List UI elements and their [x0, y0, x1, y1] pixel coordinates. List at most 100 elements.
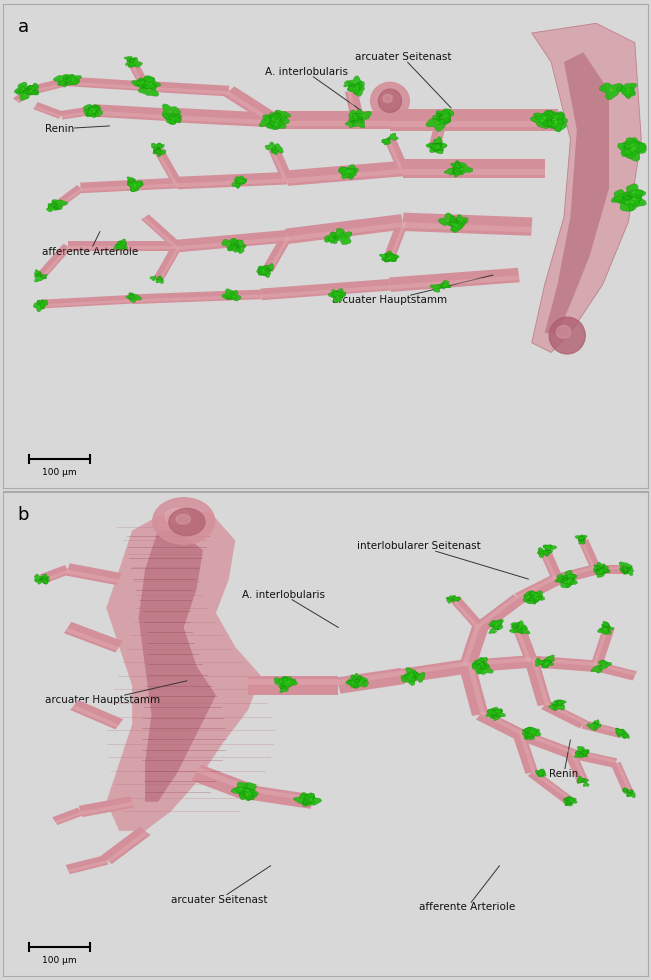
Polygon shape — [600, 661, 608, 665]
Polygon shape — [575, 746, 589, 755]
Polygon shape — [492, 714, 501, 721]
Polygon shape — [63, 76, 72, 84]
Ellipse shape — [176, 514, 191, 524]
Polygon shape — [163, 113, 180, 124]
Polygon shape — [225, 91, 273, 123]
Polygon shape — [516, 576, 557, 598]
Polygon shape — [624, 567, 633, 575]
Polygon shape — [472, 662, 486, 674]
Polygon shape — [529, 591, 542, 603]
Polygon shape — [619, 732, 621, 733]
Polygon shape — [525, 733, 535, 740]
Polygon shape — [280, 681, 282, 683]
Polygon shape — [331, 228, 346, 238]
Polygon shape — [523, 630, 525, 631]
Polygon shape — [72, 706, 119, 727]
Polygon shape — [525, 727, 541, 738]
Polygon shape — [596, 567, 605, 574]
Polygon shape — [280, 685, 288, 693]
Polygon shape — [51, 208, 52, 209]
Polygon shape — [327, 237, 336, 243]
Polygon shape — [582, 755, 583, 756]
Polygon shape — [434, 147, 436, 148]
Polygon shape — [62, 82, 63, 83]
Polygon shape — [532, 658, 597, 666]
Polygon shape — [270, 267, 271, 268]
Polygon shape — [81, 802, 133, 815]
Polygon shape — [339, 165, 356, 179]
Ellipse shape — [549, 318, 585, 354]
Polygon shape — [389, 256, 391, 258]
Polygon shape — [234, 176, 247, 187]
Polygon shape — [618, 192, 631, 200]
Ellipse shape — [153, 498, 215, 544]
Polygon shape — [624, 137, 646, 159]
Text: Renin: Renin — [45, 123, 109, 134]
Polygon shape — [443, 115, 445, 117]
Polygon shape — [630, 148, 635, 152]
Polygon shape — [359, 681, 361, 683]
Polygon shape — [356, 87, 359, 89]
Polygon shape — [133, 297, 135, 299]
Polygon shape — [310, 800, 312, 801]
Polygon shape — [271, 143, 283, 153]
Polygon shape — [403, 159, 545, 178]
Polygon shape — [622, 184, 646, 199]
Polygon shape — [41, 574, 49, 579]
Polygon shape — [239, 243, 241, 245]
Polygon shape — [603, 663, 605, 665]
Polygon shape — [239, 789, 253, 801]
Polygon shape — [604, 629, 606, 630]
Polygon shape — [444, 285, 445, 286]
Polygon shape — [631, 794, 632, 795]
Polygon shape — [532, 770, 573, 802]
Text: arcuater Hauptstamm: arcuater Hauptstamm — [45, 681, 187, 706]
Polygon shape — [439, 280, 451, 288]
Polygon shape — [248, 679, 339, 685]
Polygon shape — [61, 78, 63, 80]
Polygon shape — [542, 660, 553, 666]
Polygon shape — [467, 656, 533, 672]
Polygon shape — [90, 111, 92, 113]
Polygon shape — [266, 117, 286, 129]
Polygon shape — [170, 118, 173, 120]
Polygon shape — [601, 570, 602, 571]
Polygon shape — [148, 89, 151, 91]
Polygon shape — [624, 565, 626, 567]
Polygon shape — [142, 82, 143, 83]
Polygon shape — [629, 570, 630, 572]
Polygon shape — [68, 246, 177, 250]
Polygon shape — [390, 275, 519, 289]
Polygon shape — [65, 74, 80, 85]
Polygon shape — [236, 782, 256, 798]
Polygon shape — [176, 108, 275, 127]
Polygon shape — [604, 630, 606, 631]
Polygon shape — [388, 257, 391, 259]
Ellipse shape — [383, 94, 393, 103]
Polygon shape — [527, 769, 575, 805]
Polygon shape — [492, 707, 503, 715]
Polygon shape — [594, 719, 599, 725]
Polygon shape — [625, 735, 626, 736]
Polygon shape — [34, 106, 61, 118]
Polygon shape — [156, 276, 163, 283]
Polygon shape — [431, 143, 442, 150]
Polygon shape — [156, 146, 158, 147]
Polygon shape — [451, 599, 480, 629]
Polygon shape — [620, 147, 633, 157]
Polygon shape — [89, 107, 102, 115]
Polygon shape — [143, 77, 161, 89]
Polygon shape — [127, 176, 135, 183]
Polygon shape — [487, 709, 502, 719]
Polygon shape — [23, 85, 39, 95]
Polygon shape — [518, 625, 530, 634]
Polygon shape — [348, 75, 362, 88]
Polygon shape — [269, 113, 289, 129]
Polygon shape — [578, 539, 601, 570]
Polygon shape — [525, 597, 536, 605]
Polygon shape — [229, 238, 240, 246]
Polygon shape — [37, 300, 44, 305]
Polygon shape — [460, 220, 462, 221]
Polygon shape — [590, 665, 602, 673]
Polygon shape — [35, 574, 42, 581]
